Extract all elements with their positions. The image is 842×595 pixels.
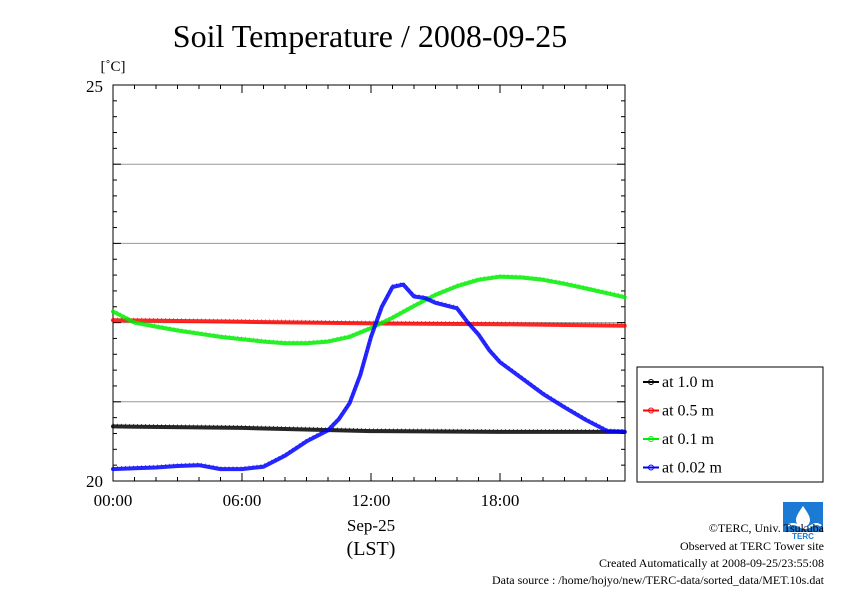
series-line-2 xyxy=(111,274,627,346)
series-group xyxy=(111,273,627,472)
series-markers-3 xyxy=(112,281,625,468)
legend-label-1: at 0.5 m xyxy=(662,403,715,420)
series-line-1 xyxy=(111,318,627,328)
legend-label-0: at 1.0 m xyxy=(662,374,715,391)
credit-copyright: ©TERC, Univ. Tsukuba xyxy=(708,521,824,535)
series-line-0 xyxy=(111,424,627,434)
legend-marker-3 xyxy=(648,464,654,471)
grid-lines xyxy=(113,163,625,403)
legend-box xyxy=(636,366,824,483)
legend-marker-1 xyxy=(648,407,654,414)
legend-marker-0 xyxy=(648,379,654,385)
x-tick-label-0600: 06:00 xyxy=(223,491,262,510)
credit-data-source: Data source : /home/hojyo/new/TERC-data/… xyxy=(491,573,824,587)
y-axis-unit-label: [˚C] xyxy=(101,59,126,75)
logo-text: TERC xyxy=(792,532,814,540)
terc-logo-icon: TERC xyxy=(783,502,823,541)
chart-title: Soil Temperature / 2008-09-25 xyxy=(173,18,567,54)
x-tick-label-1200: 12:00 xyxy=(352,491,391,510)
legend-marker-2 xyxy=(648,436,654,442)
x-axis-date-label: Sep-25 xyxy=(347,516,395,535)
credit-created: Created Automatically at 2008-09-25/23:5… xyxy=(599,556,824,570)
y-tick-label-min: 20 xyxy=(86,472,103,491)
y-tick-label-max: 25 xyxy=(86,77,103,96)
x-tick-label-1800: 18:00 xyxy=(481,491,520,510)
series-markers-0 xyxy=(112,423,625,431)
x-tick-label-0000: 00:00 xyxy=(94,491,133,510)
series-line-3 xyxy=(111,282,627,472)
axis-ticks xyxy=(112,84,625,482)
legend-label-2: at 0.1 m xyxy=(662,431,715,448)
legend-label-3: at 0.02 m xyxy=(662,460,723,477)
logo: TERC xyxy=(783,502,823,541)
series-markers-2 xyxy=(112,273,625,342)
credit-observed: Observed at TERC Tower site xyxy=(679,539,824,553)
series-markers-1 xyxy=(112,317,625,325)
x-axis-timezone-label: (LST) xyxy=(347,538,396,560)
plot-frame xyxy=(112,84,626,482)
legend: at 1.0 m at 0.5 m at 0.1 m at 0.02 m xyxy=(636,366,824,483)
